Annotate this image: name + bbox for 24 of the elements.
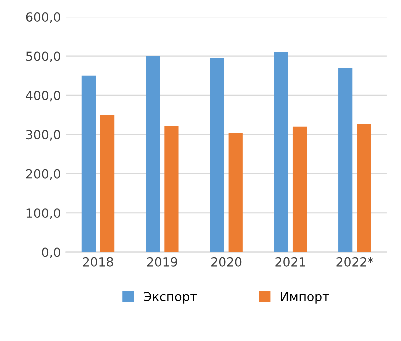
bar [100,115,115,252]
y-tick-label: 300,0 [26,130,60,141]
y-tick-label: 600,0 [26,12,60,24]
legend-label: Импорт [281,292,330,304]
x-tick-label: 2018 [83,257,114,267]
x-tick-label: 2020 [212,257,242,267]
bar [210,58,224,252]
x-tick-label: 2022* [336,257,374,267]
y-tick-label: 100,0 [26,208,60,220]
legend-label: Экспорт [144,292,198,304]
bar [82,76,96,252]
bar [228,133,243,252]
bar [338,68,353,252]
x-tick-label: 2021 [276,257,306,267]
x-tick-label: 2019 [147,257,178,267]
bar [357,124,372,252]
y-tick-label: 0,0 [42,248,60,259]
y-tick-label: 400,0 [26,90,60,102]
bar [274,52,288,252]
y-tick-label: 200,0 [26,169,60,180]
bar [292,126,308,252]
bar [164,126,179,252]
y-tick-label: 500,0 [26,52,60,62]
bar [146,56,160,252]
